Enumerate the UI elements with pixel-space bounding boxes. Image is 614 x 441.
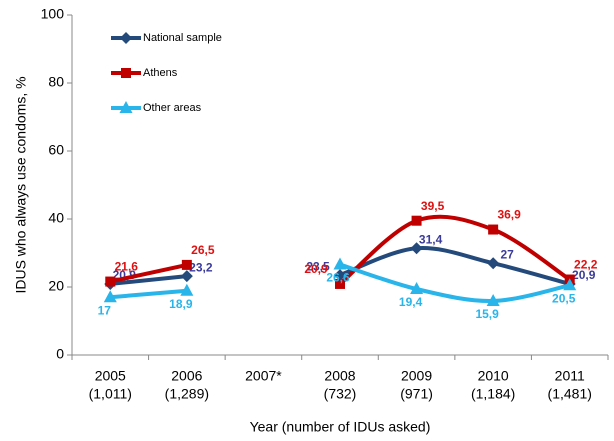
data-label: 20,9 [304, 262, 328, 276]
data-label: 23,5 [306, 259, 330, 273]
marker [411, 215, 422, 226]
data-label: 18,9 [169, 297, 193, 311]
x-tick-label: 2006 [171, 368, 202, 384]
line [339, 262, 571, 303]
data-label: 27 [500, 247, 514, 261]
y-tick-label: 0 [56, 346, 64, 362]
data-label: 39,5 [421, 199, 445, 213]
marker [333, 257, 347, 270]
marker [410, 282, 424, 295]
x-tick-sublabel: (1,289) [165, 386, 209, 402]
marker [486, 293, 500, 306]
y-tick-label: 20 [48, 278, 64, 294]
legend-label: National sample [143, 32, 222, 44]
x-tick-sublabel: (732) [324, 386, 357, 402]
marker [119, 101, 133, 113]
marker [563, 278, 577, 291]
data-label: 31,4 [419, 232, 443, 246]
data-label: 15,9 [475, 307, 499, 321]
x-tick-label: 2011 [555, 368, 585, 384]
data-label: 22,2 [574, 258, 598, 272]
y-tick-label: 60 [48, 142, 64, 158]
marker [488, 224, 499, 235]
x-tick-sublabel: (971) [400, 386, 433, 402]
data-label: 17 [98, 303, 112, 317]
line [110, 274, 188, 286]
marker [180, 270, 193, 283]
marker [103, 290, 117, 303]
x-tick-sublabel: (1,184) [471, 386, 515, 402]
y-axis-label: IDUS who always use condoms, % [13, 76, 29, 293]
data-label: 26,5 [191, 243, 215, 257]
x-tick-sublabel: (1,481) [548, 386, 592, 402]
data-label: 23,2 [189, 260, 213, 274]
data-label: 20,9 [572, 268, 596, 282]
line [110, 288, 188, 300]
series: 17 18,9 26,6 19,4 15,9 20,5 [98, 257, 577, 321]
series: 20,9 23,2 23,5 31,4 27 20,9 [104, 232, 596, 290]
data-label: 36,9 [497, 208, 521, 222]
x-axis-label: Year (number of IDUs asked) [250, 419, 431, 435]
marker [181, 259, 192, 270]
marker [121, 68, 131, 78]
x-tick-label: 2005 [95, 368, 126, 384]
series: 21,6 26,5 20,9 39,5 36,9 22,2 [105, 199, 598, 289]
x-tick-sublabel: (1,011) [89, 386, 132, 402]
y-tick-label: 100 [41, 6, 65, 22]
marker [335, 278, 345, 289]
marker [105, 276, 116, 287]
marker [487, 257, 500, 270]
legend-label: Other areas [143, 102, 202, 114]
x-tick-label: 2010 [478, 368, 509, 384]
data-label: 19,4 [399, 295, 423, 309]
x-tick-label: 2009 [401, 368, 432, 384]
x-tick-label: 2007* [245, 368, 282, 384]
marker [120, 32, 132, 44]
data-label: 21,6 [115, 260, 139, 274]
x-tick-label: 2008 [324, 368, 355, 384]
data-label: 26,6 [326, 271, 350, 285]
marker [180, 283, 194, 296]
line [338, 214, 571, 286]
legend-label: Athens [143, 67, 178, 79]
line [109, 262, 188, 284]
line [339, 246, 571, 286]
y-tick-label: 80 [48, 74, 64, 90]
data-label: 20,5 [552, 291, 576, 305]
marker [334, 269, 346, 282]
marker [410, 242, 423, 255]
y-tick-label: 40 [48, 210, 64, 226]
